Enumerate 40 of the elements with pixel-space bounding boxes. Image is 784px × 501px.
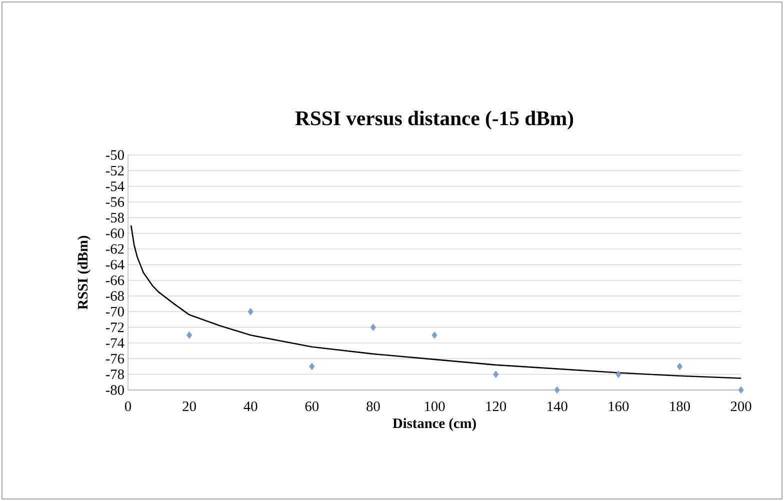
y-axis-title: RSSI (dBm): [78, 236, 91, 310]
y-tick-label: -66: [106, 276, 124, 286]
y-tick-label: -78: [106, 369, 124, 380]
y-tick-label: -64: [106, 260, 124, 270]
y-tick-label: -50: [106, 150, 124, 160]
y-tick-label: -68: [106, 291, 124, 301]
point: [676, 362, 683, 370]
x-tick-label: 80: [366, 402, 380, 412]
x-tick-label: 0: [124, 402, 132, 412]
point: [248, 308, 254, 316]
y-tick-label: -74: [106, 338, 124, 348]
chart-title: RSSI versus distance (-15 dBm): [295, 110, 574, 130]
point: [309, 362, 315, 370]
y-tick-label: -56: [106, 197, 124, 207]
y-tick-label: -76: [106, 354, 124, 364]
y-tick-label: -58: [106, 212, 124, 222]
x-tick-label: 200: [730, 402, 752, 412]
x-tick-label: 160: [608, 402, 629, 412]
point: [432, 331, 438, 339]
y-tick-label: -80: [106, 385, 124, 395]
point: [370, 324, 376, 332]
y-tick-label: -60: [106, 228, 124, 238]
x-tick-label: 180: [670, 402, 690, 412]
y-tick-label: -54: [106, 182, 124, 192]
point: [186, 331, 192, 339]
point: [492, 370, 499, 378]
y-tick-label: -72: [106, 322, 124, 332]
x-tick-label: 120: [486, 402, 506, 412]
x-axis-title: Distance (cm): [392, 418, 476, 432]
x-tick-label: 140: [548, 402, 568, 412]
y-tick-label: -52: [106, 166, 124, 176]
point: [616, 370, 622, 378]
y-tick-label: -62: [106, 244, 124, 254]
point: [738, 386, 744, 394]
x-tick-label: 20: [182, 402, 196, 412]
x-tick-label: 60: [305, 402, 319, 412]
x-tick-label: 40: [244, 402, 258, 412]
point: [554, 386, 560, 394]
y-tick-label: -70: [106, 306, 124, 316]
x-tick-label: 100: [425, 402, 445, 412]
